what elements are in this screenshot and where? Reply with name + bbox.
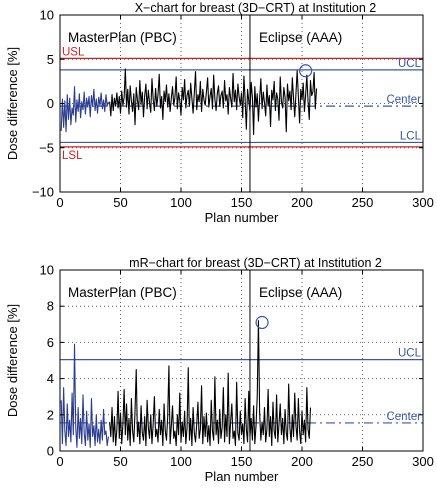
region-label-pbc: MasterPlan (PBC) [68,30,177,45]
y-tick-label: 4 [47,371,54,386]
x-tick-label: 150 [231,195,253,210]
y-tick-label: −5 [39,140,54,155]
x-tick-label: 200 [291,454,313,469]
region-label-aaa: Eclipse (AAA) [259,30,342,45]
x-axis-label: Plan number [205,469,279,484]
reference-label-ucl: UCL [398,348,422,360]
reference-label-ucl: UCL [398,58,422,70]
x-chart: 0 50 100 150 200 250 300 −10 −5 0 5 10 USL UCL Center L… [5,1,434,225]
reference-label-center: Center [386,94,421,106]
y-tick-label: 10 [40,8,54,23]
y-tick-label: 2 [47,407,54,422]
chart-title: mR−chart for breast (3D−CRT) at Institut… [129,256,382,270]
y-tick-label: 8 [47,299,54,314]
region-label-pbc: MasterPlan (PBC) [68,285,177,300]
chart-title: X−chart for breast (3D−CRT) at Instituti… [135,1,377,15]
x-tick-label: 300 [412,454,434,469]
outlier-marker [255,315,269,330]
y-tick-label: 0 [47,96,54,111]
x-axis-label: Plan number [205,210,279,225]
reference-label-usl: USL [62,46,85,58]
y-axis-label: Dose difference [%] [5,304,20,417]
x-tick-label: 250 [352,454,374,469]
x-tick-label: 50 [113,454,127,469]
x-tick-label: 250 [352,195,374,210]
x-tick-label: 0 [56,454,63,469]
x-tick-label: 0 [56,195,63,210]
series-line-aaa [109,320,312,447]
region-label-aaa: Eclipse (AAA) [259,285,342,300]
y-axis-label: Dose difference [%] [5,47,20,160]
y-tick-label: 5 [47,52,54,67]
series-line-pbc [60,343,109,448]
reference-label-lsl: LSL [62,150,83,162]
reference-label-center: Center [386,411,421,423]
series-line-pbc [60,86,109,133]
x-tick-label: 100 [170,454,192,469]
y-tick-label: 0 [47,444,54,459]
series-line-aaa [109,68,318,136]
x-tick-label: 100 [170,195,192,210]
reference-label-lcl: LCL [400,130,422,142]
x-tick-label: 200 [291,195,313,210]
y-tick-label: −10 [32,185,54,200]
outlier-marker [299,64,313,78]
x-tick-label: 150 [231,454,253,469]
y-tick-label: 6 [47,335,54,350]
x-tick-label: 50 [113,195,127,210]
y-tick-label: 10 [40,263,54,278]
x-tick-label: 300 [412,195,434,210]
mr-chart: 0 50 100 150 200 250 300 0 2 4 6 8 10 UCL Center Master… [5,256,434,484]
